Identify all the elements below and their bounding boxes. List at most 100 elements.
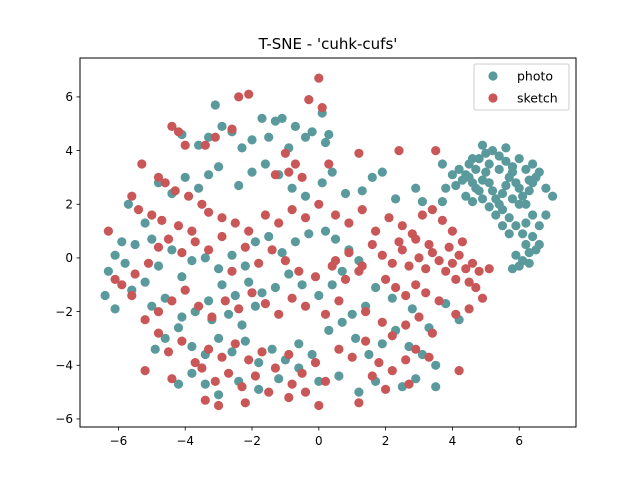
point-sketch-10 bbox=[180, 140, 190, 150]
point-photo-49 bbox=[511, 221, 521, 231]
point-photo-110 bbox=[377, 167, 387, 177]
point-photo-9 bbox=[484, 178, 494, 188]
point-photo-145 bbox=[337, 266, 347, 276]
point-photo-100 bbox=[247, 167, 257, 177]
point-sketch-68 bbox=[484, 264, 494, 274]
point-photo-58 bbox=[541, 210, 551, 220]
point-photo-174 bbox=[337, 317, 347, 327]
points-layer bbox=[100, 73, 558, 411]
y-tick-label: −4 bbox=[55, 359, 73, 373]
point-sketch-145 bbox=[347, 352, 357, 362]
point-sketch-113 bbox=[180, 285, 190, 295]
point-sketch-78 bbox=[471, 282, 481, 293]
point-sketch-120 bbox=[274, 309, 284, 319]
point-sketch-91 bbox=[130, 269, 140, 279]
point-sketch-75 bbox=[444, 242, 454, 252]
point-sketch-22 bbox=[160, 178, 170, 188]
point-sketch-171 bbox=[284, 392, 294, 403]
point-photo-187 bbox=[334, 371, 344, 381]
point-sketch-94 bbox=[163, 234, 174, 244]
point-sketch-31 bbox=[187, 226, 197, 236]
point-photo-193 bbox=[214, 390, 224, 400]
point-photo-195 bbox=[187, 368, 197, 378]
point-sketch-17 bbox=[354, 148, 364, 158]
point-photo-159 bbox=[147, 301, 157, 311]
point-sketch-76 bbox=[451, 274, 461, 284]
point-sketch-64 bbox=[454, 250, 464, 260]
point-photo-103 bbox=[287, 183, 297, 193]
chart-title: T-SNE - 'cuhk-cufs' bbox=[258, 35, 398, 53]
point-sketch-11 bbox=[280, 148, 290, 158]
point-sketch-36 bbox=[260, 210, 270, 220]
point-photo-25 bbox=[541, 183, 551, 193]
point-photo-70 bbox=[514, 199, 524, 209]
point-sketch-115 bbox=[207, 312, 217, 322]
legend-label-photo: photo bbox=[517, 69, 553, 84]
point-sketch-15 bbox=[270, 170, 280, 180]
point-photo-50 bbox=[518, 229, 528, 239]
point-photo-205 bbox=[224, 309, 234, 319]
point-photo-172 bbox=[307, 349, 317, 360]
point-photo-133 bbox=[214, 264, 224, 274]
point-photo-40 bbox=[441, 183, 451, 193]
point-photo-55 bbox=[511, 250, 521, 260]
point-sketch-81 bbox=[451, 309, 461, 319]
point-photo-37 bbox=[524, 175, 534, 185]
point-sketch-79 bbox=[477, 293, 488, 303]
point-sketch-63 bbox=[447, 258, 457, 268]
point-sketch-133 bbox=[177, 336, 187, 346]
point-photo-62 bbox=[534, 239, 544, 250]
point-sketch-112 bbox=[167, 296, 177, 306]
x-tick-label: 4 bbox=[449, 434, 457, 448]
point-sketch-166 bbox=[381, 384, 391, 394]
point-sketch-39 bbox=[300, 213, 311, 223]
point-photo-13 bbox=[497, 188, 508, 199]
point-photo-46 bbox=[491, 210, 501, 220]
point-photo-137 bbox=[264, 231, 274, 242]
point-photo-118 bbox=[147, 234, 157, 244]
point-photo-10 bbox=[487, 186, 498, 196]
point-sketch-34 bbox=[230, 218, 240, 228]
point-sketch-98 bbox=[217, 231, 227, 242]
point-photo-18 bbox=[514, 183, 524, 193]
point-sketch-44 bbox=[371, 226, 381, 236]
point-sketch-19 bbox=[431, 146, 441, 156]
point-sketch-0 bbox=[314, 73, 324, 83]
point-photo-121 bbox=[110, 250, 120, 260]
point-photo-94 bbox=[204, 170, 214, 180]
point-photo-108 bbox=[357, 186, 367, 196]
point-sketch-99 bbox=[227, 266, 237, 276]
point-sketch-158 bbox=[237, 382, 247, 392]
point-sketch-131 bbox=[153, 328, 164, 338]
point-sketch-2 bbox=[304, 95, 314, 105]
point-sketch-138 bbox=[244, 355, 254, 365]
point-photo-28 bbox=[474, 154, 484, 164]
y-tick-label: 6 bbox=[65, 90, 73, 104]
point-sketch-21 bbox=[153, 172, 164, 182]
point-sketch-161 bbox=[287, 379, 297, 389]
point-photo-105 bbox=[317, 178, 327, 188]
point-photo-157 bbox=[177, 312, 187, 322]
y-tick-label: 2 bbox=[65, 198, 73, 212]
point-photo-181 bbox=[431, 360, 441, 370]
point-photo-0 bbox=[451, 180, 461, 191]
point-sketch-165 bbox=[367, 371, 377, 381]
point-sketch-62 bbox=[441, 266, 451, 276]
point-photo-114 bbox=[437, 159, 447, 169]
point-sketch-85 bbox=[401, 290, 411, 301]
point-sketch-93 bbox=[153, 242, 164, 252]
point-sketch-170 bbox=[240, 398, 250, 408]
point-sketch-77 bbox=[464, 277, 474, 287]
point-sketch-56 bbox=[397, 245, 407, 255]
point-sketch-41 bbox=[330, 210, 341, 220]
point-photo-111 bbox=[391, 194, 401, 204]
point-sketch-6 bbox=[210, 132, 220, 142]
point-sketch-53 bbox=[367, 239, 377, 250]
point-sketch-149 bbox=[401, 355, 411, 365]
point-sketch-18 bbox=[394, 146, 404, 156]
point-sketch-25 bbox=[197, 199, 207, 209]
point-photo-81 bbox=[324, 129, 334, 140]
point-photo-91 bbox=[194, 140, 204, 150]
point-photo-24 bbox=[534, 167, 544, 177]
